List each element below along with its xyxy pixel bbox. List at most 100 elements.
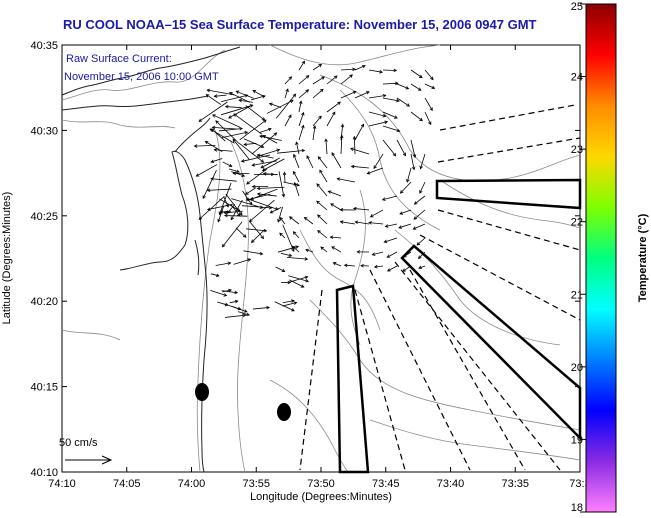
current-vector: [330, 203, 342, 211]
current-vector-head: [336, 177, 341, 181]
current-vector-head: [236, 208, 241, 212]
current-vector-head: [379, 70, 384, 74]
current-vector-head: [413, 201, 418, 205]
current-vector: [316, 200, 328, 211]
current-vector-head: [320, 246, 324, 250]
current-vector: [286, 256, 308, 260]
current-vector-head: [287, 280, 292, 285]
x-axis-ticks: 74:10 74:05 74:00 73:55 73:50 73:45 73:40 73:35…: [48, 45, 591, 490]
current-vector: [398, 223, 412, 229]
current-vector-head: [382, 113, 387, 118]
current-vector-head: [290, 299, 295, 303]
current-vector-head: [399, 211, 404, 215]
current-vector: [251, 132, 277, 155]
current-vector: [298, 89, 309, 99]
current-vector-head: [239, 126, 243, 131]
current-vector-head: [301, 60, 305, 65]
current-vector: [237, 311, 250, 316]
current-vector-head: [317, 156, 322, 160]
current-vector: [231, 171, 245, 177]
current-vector: [382, 111, 398, 119]
current-vector: [243, 250, 263, 255]
box-south: [335, 284, 370, 474]
current-vector-head: [431, 85, 436, 90]
scale-indicator: 50 cm/s: [59, 437, 113, 465]
current-vector-head: [223, 293, 228, 297]
current-vector: [410, 69, 423, 78]
current-vector: [217, 301, 228, 306]
current-vector-head: [386, 268, 391, 272]
current-vector: [279, 217, 286, 225]
current-vector: [250, 188, 278, 200]
current-vector: [368, 111, 386, 117]
current-vector: [198, 196, 225, 220]
current-vector: [340, 221, 356, 225]
current-vector-head: [242, 234, 247, 238]
current-vector: [207, 203, 233, 211]
current-vector: [293, 154, 300, 169]
current-vector: [354, 65, 366, 71]
current-vector-head: [300, 284, 305, 288]
current-vector: [424, 83, 435, 89]
current-vector: [382, 97, 400, 102]
current-vector-head: [211, 125, 216, 130]
current-vector: [351, 165, 370, 169]
current-vector-head: [324, 138, 328, 142]
current-vector-head: [288, 76, 293, 80]
current-vector: [282, 302, 297, 307]
current-vector-head: [382, 94, 387, 98]
current-vector: [278, 171, 285, 197]
colorbar: [585, 3, 617, 513]
current-vector-head: [417, 255, 422, 260]
current-vector-head: [250, 196, 254, 201]
current-vector-head: [281, 193, 286, 198]
current-vector-head: [282, 171, 287, 176]
colorbar-tick-label: 20: [571, 362, 583, 374]
current-vector: [382, 125, 400, 132]
current-vector: [340, 68, 356, 71]
current-vector: [370, 209, 384, 218]
x-tick-label: 74:00: [178, 478, 206, 490]
current-vector: [245, 105, 265, 121]
current-vector-head: [352, 90, 357, 95]
current-vector-head: [292, 231, 297, 235]
current-vector: [241, 205, 272, 209]
current-vector-head: [354, 220, 359, 224]
current-vectors: [193, 60, 436, 318]
current-vector-head: [417, 87, 422, 91]
current-vector: [288, 275, 309, 282]
current-vector-head: [339, 220, 344, 224]
current-vector-head: [333, 75, 338, 79]
current-vector: [387, 251, 398, 258]
current-vector-head: [301, 111, 305, 116]
current-vector-head: [259, 134, 263, 139]
current-vector-head: [243, 142, 248, 147]
current-vector-head: [304, 275, 309, 280]
current-vector: [326, 75, 338, 85]
current-vector: [306, 155, 314, 169]
current-vector: [214, 94, 227, 97]
current-vector-head: [352, 206, 357, 211]
current-vector-head: [260, 235, 265, 240]
radial-dashed-lines: [299, 104, 581, 471]
current-vector-head: [352, 67, 356, 72]
current-vector: [344, 264, 356, 267]
current-vector-head: [250, 239, 255, 244]
current-vector: [353, 208, 370, 211]
current-vector-head: [238, 98, 243, 103]
current-vector-head: [317, 214, 321, 218]
current-vector: [312, 76, 325, 85]
current-vector-head: [331, 246, 335, 250]
current-vector-head: [360, 123, 365, 128]
current-vector: [269, 103, 282, 108]
current-vector-head: [259, 205, 264, 209]
current-vector-head: [428, 121, 432, 126]
current-vector-head: [227, 261, 232, 266]
current-vector-head: [215, 273, 220, 278]
current-vector-head: [263, 228, 268, 233]
current-vector: [368, 121, 388, 127]
current-vector: [292, 245, 300, 253]
current-vector: [239, 119, 267, 141]
current-vector: [246, 193, 271, 201]
current-vector: [231, 305, 247, 313]
